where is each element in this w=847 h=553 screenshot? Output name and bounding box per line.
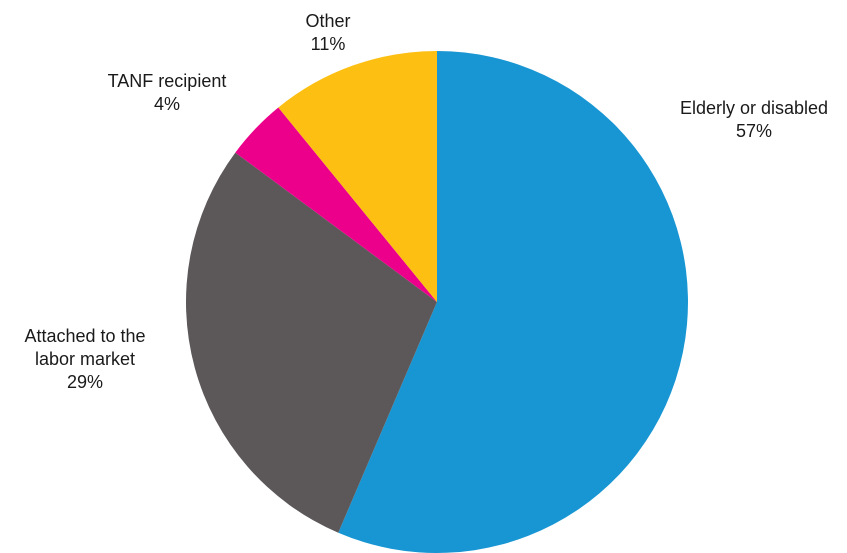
pie-slices bbox=[185, 51, 688, 553]
slice-name-label: Elderly or disabled bbox=[680, 98, 828, 118]
slice-value-label: 11% bbox=[311, 34, 346, 54]
slice-value-label: 57% bbox=[736, 121, 772, 141]
slice-label-attached-to-the-labor-market: Attached to the labor market 29% bbox=[24, 326, 145, 392]
pie-slice-attached-to-the-labor-market bbox=[185, 152, 437, 533]
slice-name-label: Attached to the bbox=[24, 326, 145, 346]
slice-label-elderly-or-disabled: Elderly or disabled 57% bbox=[680, 98, 828, 141]
pie-slice-elderly-or-disabled bbox=[338, 51, 688, 553]
pie-slice-other bbox=[278, 51, 437, 302]
slice-label-tanf-recipient: TANF recipient 4% bbox=[108, 71, 227, 114]
slice-name-label: Other bbox=[305, 11, 350, 31]
slice-name-label: TANF recipient bbox=[108, 71, 227, 91]
slice-name-label: labor market bbox=[35, 349, 135, 369]
slice-labels: Elderly or disabled 57% Attached to the lab… bbox=[24, 11, 828, 392]
slice-value-label: 4% bbox=[154, 94, 180, 114]
slice-label-other: Other 11% bbox=[305, 11, 350, 54]
pie-slice-tanf-recipient bbox=[235, 107, 437, 302]
slice-value-label: 29% bbox=[67, 372, 103, 392]
